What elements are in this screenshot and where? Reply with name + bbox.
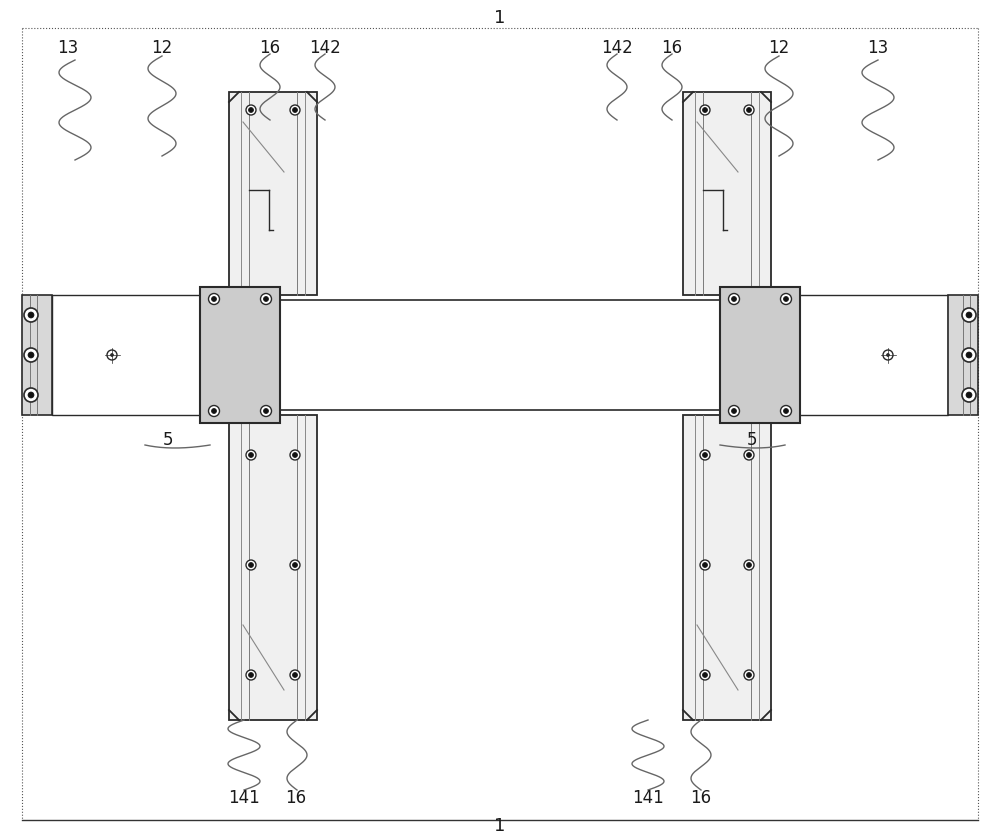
Bar [252,300,748,410]
Circle shape [246,560,256,570]
Circle shape [24,308,38,322]
Text: 141: 141 [632,789,664,807]
Circle shape [248,562,254,567]
Bar [229,415,317,720]
Text: 16: 16 [661,39,683,57]
Circle shape [260,405,272,416]
Circle shape [290,105,300,115]
Circle shape [702,452,708,457]
Circle shape [700,105,710,115]
Circle shape [290,670,300,680]
Circle shape [746,562,752,567]
Circle shape [246,670,256,680]
Circle shape [962,308,976,322]
Bar [229,92,317,295]
Circle shape [732,296,736,301]
Text: 12: 12 [151,39,173,57]
Circle shape [248,452,254,457]
Circle shape [700,670,710,680]
Circle shape [700,450,710,460]
Text: 16: 16 [259,39,281,57]
Text: 5: 5 [163,431,173,449]
Circle shape [780,405,792,416]
Bar [720,287,800,423]
Circle shape [744,450,754,460]
Circle shape [744,105,754,115]
Circle shape [292,107,298,112]
Circle shape [702,107,708,112]
Circle shape [212,296,216,301]
Circle shape [246,105,256,115]
Circle shape [110,353,114,357]
Bar [948,295,978,415]
Circle shape [966,352,972,358]
Text: 16: 16 [285,789,307,807]
Circle shape [746,107,752,112]
Circle shape [208,294,220,305]
Circle shape [728,405,740,416]
Bar [683,415,771,720]
Text: 142: 142 [601,39,633,57]
Circle shape [248,673,254,678]
Circle shape [746,452,752,457]
Circle shape [24,348,38,362]
Bar [200,287,280,423]
Circle shape [107,350,117,360]
Circle shape [966,392,972,398]
Circle shape [28,392,34,398]
Circle shape [702,673,708,678]
Circle shape [962,388,976,402]
Text: 13: 13 [867,39,889,57]
Text: 5: 5 [747,431,757,449]
Circle shape [212,409,216,414]
Circle shape [292,673,298,678]
Bar [750,295,948,415]
Circle shape [290,560,300,570]
Bar [683,92,771,295]
Circle shape [292,452,298,457]
Circle shape [784,409,788,414]
Circle shape [966,312,972,318]
Circle shape [702,562,708,567]
Circle shape [887,353,890,357]
Circle shape [700,560,710,570]
Text: 1: 1 [494,9,506,27]
Circle shape [784,296,788,301]
Text: 13: 13 [57,39,79,57]
Bar [22,295,52,415]
Text: 142: 142 [309,39,341,57]
Circle shape [883,350,893,360]
Circle shape [260,294,272,305]
Circle shape [246,450,256,460]
Circle shape [264,409,268,414]
Circle shape [732,409,736,414]
Circle shape [290,450,300,460]
Circle shape [264,296,268,301]
Circle shape [780,294,792,305]
Bar [52,295,230,415]
Text: 12: 12 [768,39,790,57]
Circle shape [744,670,754,680]
Text: 1: 1 [494,817,506,835]
Circle shape [962,348,976,362]
Text: 16: 16 [690,789,712,807]
Circle shape [744,560,754,570]
Circle shape [24,388,38,402]
Circle shape [746,673,752,678]
Text: 141: 141 [228,789,260,807]
Circle shape [728,294,740,305]
Circle shape [248,107,254,112]
Circle shape [28,352,34,358]
Circle shape [28,312,34,318]
Circle shape [208,405,220,416]
Circle shape [292,562,298,567]
